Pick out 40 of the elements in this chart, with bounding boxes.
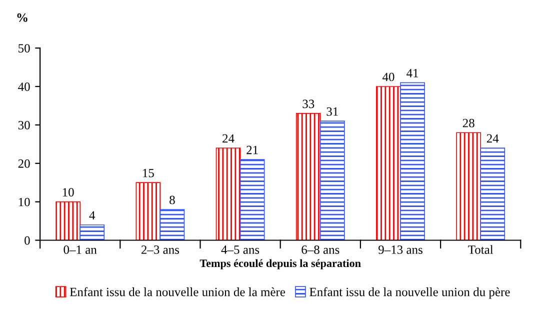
data-label: 15 xyxy=(143,168,154,178)
x-tick-label: 9–13 ans xyxy=(378,246,422,254)
y-tick-label: 40 xyxy=(18,82,30,91)
data-label: 41 xyxy=(406,68,418,78)
bar xyxy=(80,224,105,240)
bar xyxy=(320,120,345,240)
bar xyxy=(56,201,81,240)
y-tick-label: 0 xyxy=(24,236,30,245)
bar xyxy=(296,112,321,240)
bar xyxy=(136,182,161,240)
data-label: 33 xyxy=(302,100,314,108)
data-label: 28 xyxy=(462,118,474,128)
x-tick-label: 4–5 ans xyxy=(221,246,260,254)
data-label: 10 xyxy=(62,188,74,196)
legend-label: Enfant issu de la nouvelle union du père xyxy=(310,287,510,299)
data-label: 21 xyxy=(246,146,258,154)
bar xyxy=(400,82,425,240)
bar xyxy=(160,209,185,240)
x-axis-title: Temps écoulé depuis la séparation xyxy=(200,259,361,270)
bar xyxy=(216,148,241,240)
x-tick-label: Total xyxy=(468,245,494,254)
bar xyxy=(456,132,482,240)
bar xyxy=(240,159,265,240)
legend-label: Enfant issu de la nouvelle union de la mère xyxy=(70,287,286,296)
y-tick-label: 50 xyxy=(18,44,30,53)
data-label: 31 xyxy=(326,107,338,116)
x-tick-label: 0–1 an xyxy=(64,245,97,254)
y-axis-title: % xyxy=(17,13,28,22)
bar xyxy=(480,148,506,240)
y-tick-label: 20 xyxy=(18,159,30,168)
data-label: 24 xyxy=(486,134,499,143)
data-label: 24 xyxy=(222,134,234,143)
y-tick-label: 30 xyxy=(18,120,30,130)
data-label: 8 xyxy=(170,196,175,204)
data-label: 40 xyxy=(382,72,394,82)
data-label: 4 xyxy=(89,211,96,220)
x-tick-label: 2–3 ans xyxy=(141,246,180,254)
y-tick-label: 10 xyxy=(18,198,30,206)
x-tick-label: 6–8 ans xyxy=(302,245,340,254)
bar xyxy=(376,86,401,240)
